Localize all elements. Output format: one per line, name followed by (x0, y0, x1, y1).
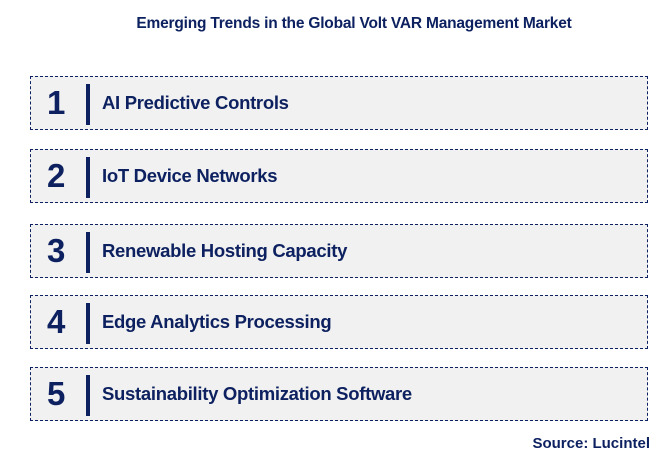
trend-number: 1 (47, 84, 66, 121)
trend-label: Edge Analytics Processing (102, 311, 332, 332)
trend-number: 5 (47, 375, 66, 412)
trend-item-5: 5 Sustainability Optimization Software (30, 367, 648, 421)
trend-label: Renewable Hosting Capacity (102, 240, 348, 261)
divider-bar (86, 232, 90, 273)
diagram-title: Emerging Trends in the Global Volt VAR M… (136, 15, 572, 32)
source-credit: Source: Lucintel (532, 435, 650, 452)
trend-label: AI Predictive Controls (102, 92, 289, 113)
trend-number: 2 (47, 157, 66, 194)
divider-bar (86, 84, 90, 125)
trend-item-2: 2 IoT Device Networks (30, 149, 648, 203)
trend-item-4: 4 Edge Analytics Processing (30, 295, 648, 349)
divider-bar (86, 375, 90, 416)
trend-label: Sustainability Optimization Software (102, 383, 412, 404)
trend-number: 4 (47, 303, 66, 340)
trend-item-3: 3 Renewable Hosting Capacity (30, 224, 648, 278)
divider-bar (86, 303, 90, 344)
trend-item-1: 1 AI Predictive Controls (30, 76, 648, 130)
divider-bar (86, 157, 90, 198)
trend-number: 3 (47, 232, 66, 269)
trend-label: IoT Device Networks (102, 165, 278, 186)
